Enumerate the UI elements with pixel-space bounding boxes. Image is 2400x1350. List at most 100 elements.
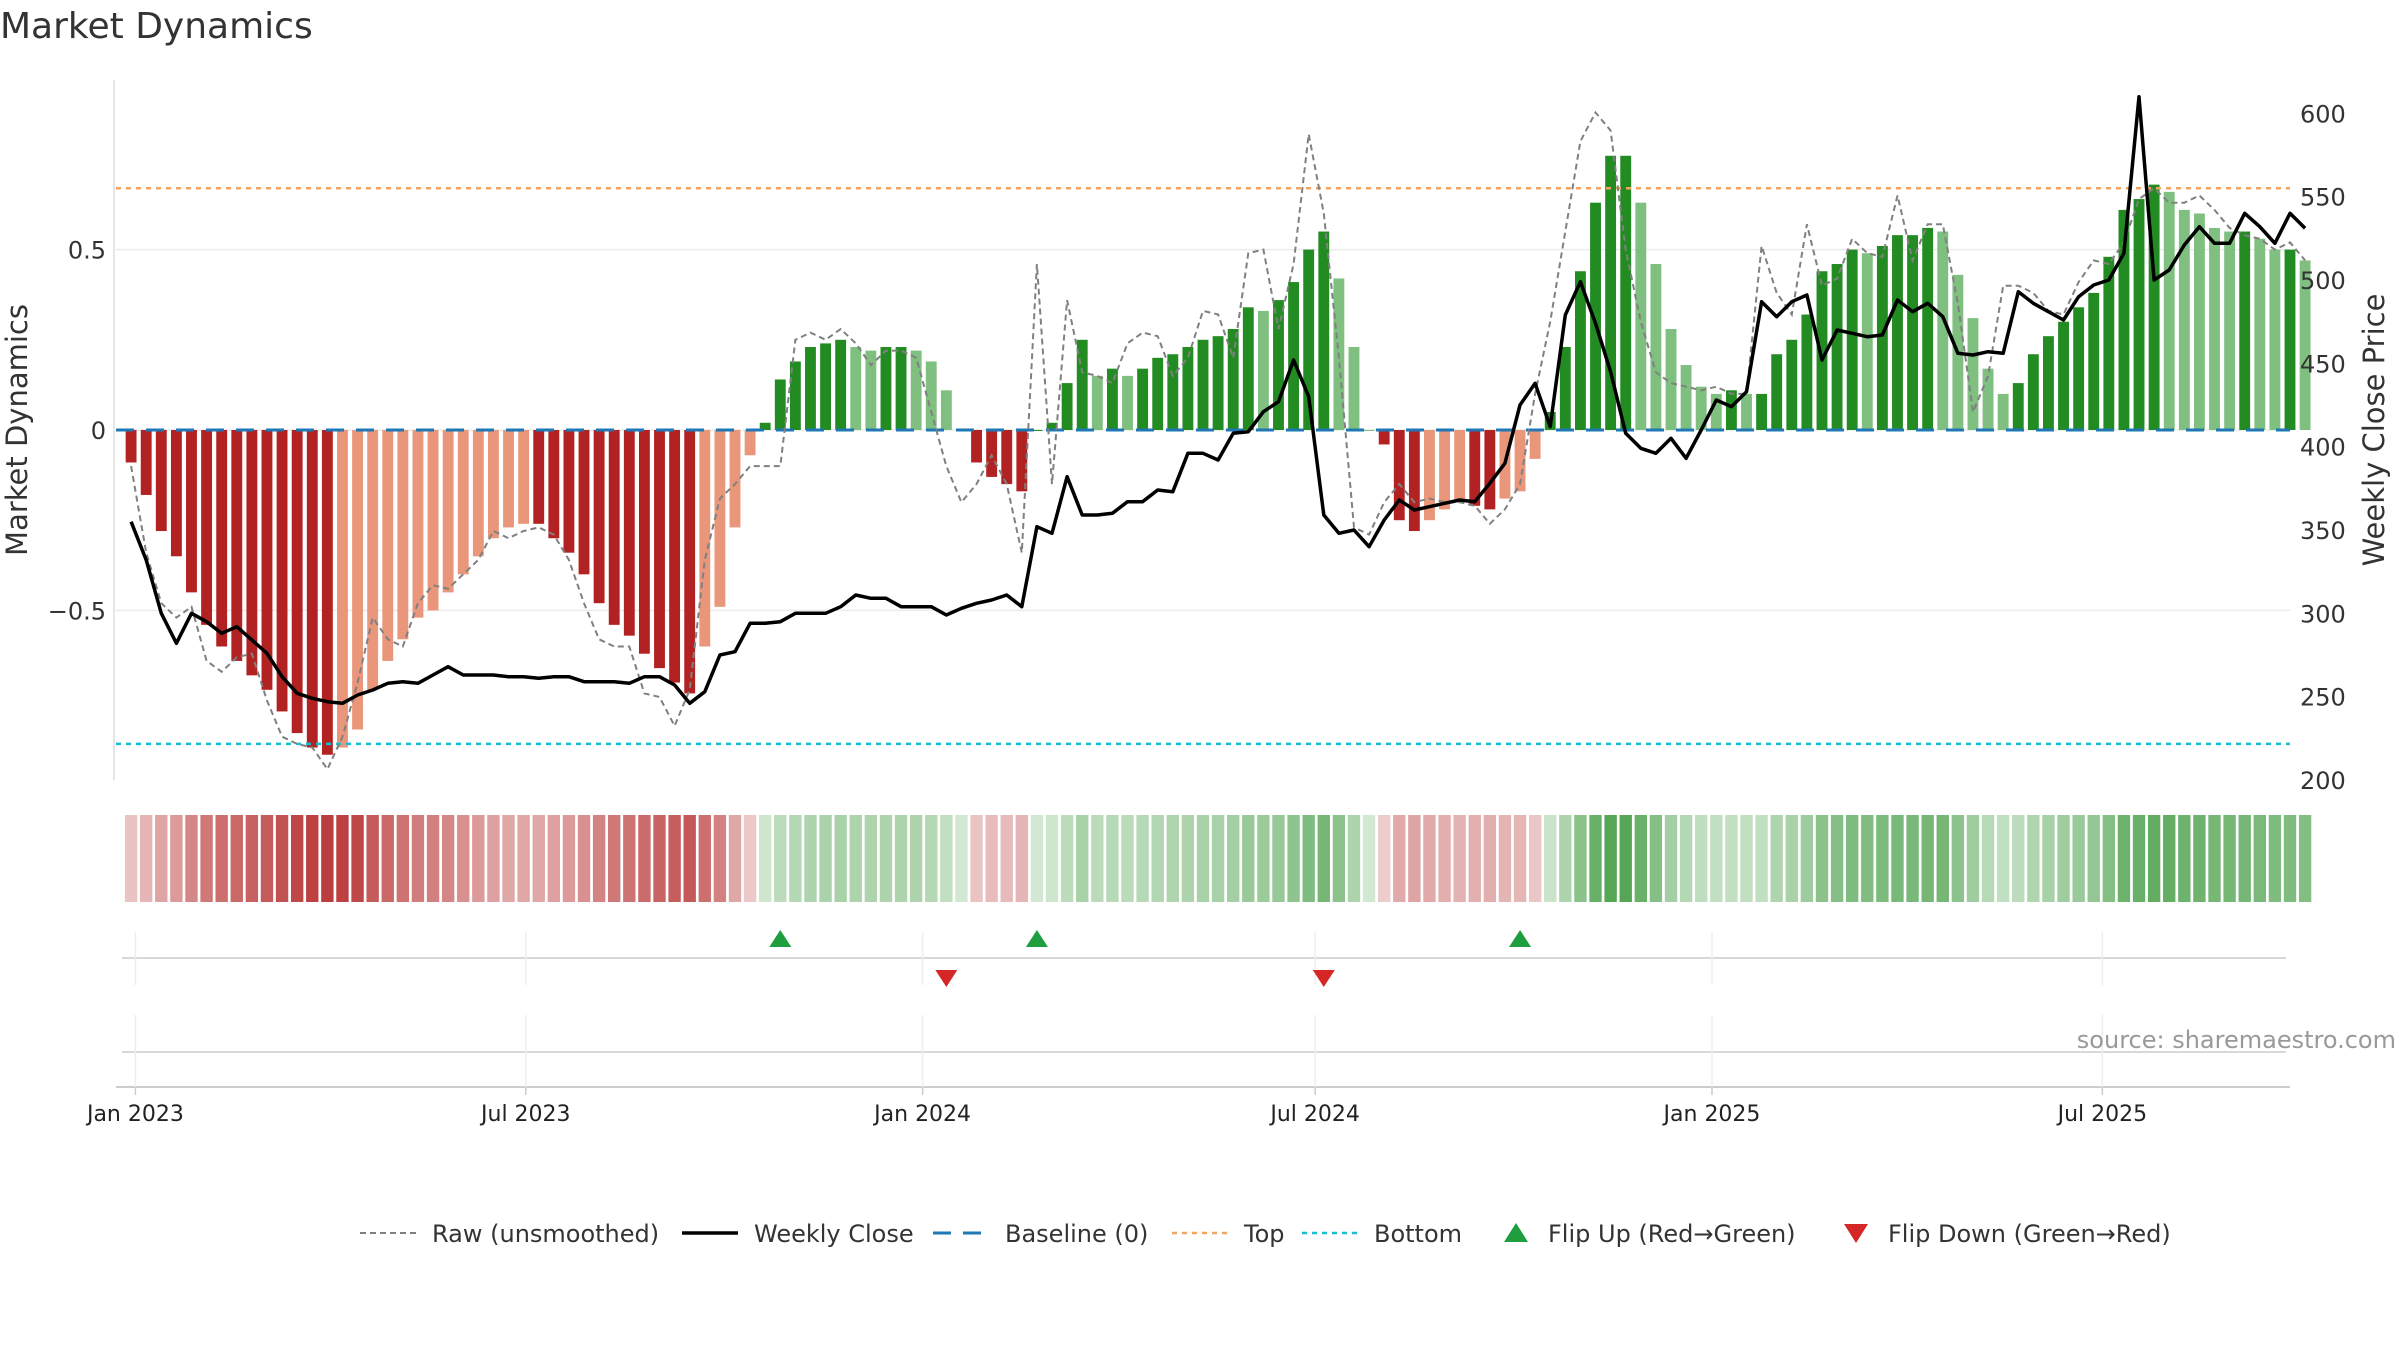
regime-cell (517, 815, 530, 902)
dynamics-bar (1016, 430, 1028, 492)
dynamics-bar (1212, 336, 1224, 430)
y2-tick-label: 200 (2300, 767, 2346, 795)
regime-cell (1513, 815, 1527, 902)
dynamics-bar (1393, 430, 1405, 521)
regime-cell (1181, 815, 1195, 902)
regime-cell (1468, 815, 1481, 902)
regime-cell (2087, 815, 2100, 902)
legend-flip-down-label: Flip Down (Green→Red) (1888, 1220, 2171, 1248)
dynamics-bar (1106, 368, 1118, 430)
regime-cell (804, 815, 817, 902)
dynamics-bar (1303, 249, 1315, 430)
legend-top-label: Top (1243, 1220, 1285, 1248)
legend-bottom-label: Bottom (1374, 1220, 1462, 1248)
regime-cell (608, 815, 621, 902)
dynamics-bar (2239, 231, 2251, 430)
legend-flip-up-swatch (1504, 1223, 1528, 1242)
dynamics-bar (1846, 249, 1858, 430)
dynamics-bar (1786, 339, 1798, 430)
x-tick-label: Jan 2024 (872, 1102, 971, 1127)
dynamics-bar (487, 430, 499, 539)
regime-cell (758, 815, 772, 902)
dynamics-bar (1650, 264, 1662, 430)
dynamics-bar (186, 430, 197, 593)
regime-cell (1815, 815, 1829, 902)
dynamics-bar (533, 430, 545, 524)
dynamics-bar (2103, 256, 2115, 430)
regime-cell (1861, 815, 1874, 902)
regime-cell (1317, 815, 1330, 902)
dynamics-bar (669, 430, 681, 683)
chart-title: Market Dynamics (0, 6, 313, 47)
dynamics-bar (789, 361, 801, 430)
dynamics-bar (1816, 271, 1828, 430)
flip-signal-panel (122, 930, 2286, 987)
regime-cell (1166, 815, 1179, 902)
regime-cell (1740, 815, 1753, 902)
y2-axis-label: Weekly Close Price (2357, 294, 2391, 567)
y-tick-label: 0 (91, 417, 106, 445)
dynamics-bar (1454, 430, 1466, 503)
dynamics-bar (1363, 430, 1375, 431)
regime-cell (774, 815, 787, 902)
regime-cell (623, 815, 636, 902)
y-tick-label: 0.5 (68, 237, 106, 265)
regime-cell (2178, 815, 2191, 902)
regime-cell (1679, 815, 1693, 902)
dynamics-bar (2088, 292, 2100, 430)
dynamics-bar (1876, 245, 1888, 430)
regime-cell (909, 815, 923, 902)
legend-raw-label: Raw (unsmoothed) (432, 1220, 659, 1248)
regime-cell (1000, 815, 1013, 902)
dynamics-bar (744, 430, 756, 456)
regime-cell (592, 815, 606, 902)
raw-unsmoothed-line (130, 110, 2306, 772)
dynamics-bar (1152, 357, 1164, 430)
regime-cell (411, 815, 425, 902)
reference-levels (116, 186, 2290, 746)
regime-cell (1921, 815, 1934, 902)
dynamics-bars (125, 155, 2311, 755)
dynamics-bar (1756, 393, 1768, 430)
regime-cell (2298, 815, 2312, 902)
dynamics-bar (578, 430, 590, 575)
dynamics-bar (1469, 430, 1481, 506)
flip-down-marker (935, 970, 958, 987)
regime-cell (1695, 815, 1708, 902)
regime-cell (2193, 815, 2206, 902)
regime-cell (1091, 815, 1104, 902)
y2-tick-label: 600 (2300, 100, 2346, 128)
dynamics-bar (1620, 155, 1632, 430)
regime-cell (819, 815, 832, 902)
legend-baseline-label: Baseline (0) (1005, 1220, 1148, 1248)
dynamics-bar (1635, 202, 1647, 430)
y2-tick-label: 550 (2300, 184, 2346, 212)
regime-cell (1755, 815, 1768, 902)
regime-cell (230, 815, 243, 902)
regime-cell (2072, 815, 2085, 902)
regime-cell (940, 815, 953, 902)
dynamics-bar (1348, 347, 1360, 430)
regime-cell (1725, 815, 1738, 902)
dynamics-bar (503, 430, 514, 528)
dynamics-bar (2012, 383, 2024, 430)
regime-cell (1121, 815, 1134, 902)
regime-cell (713, 815, 727, 902)
dynamics-bar (2118, 209, 2130, 430)
regime-cell (321, 815, 334, 902)
dynamics-bar (1122, 375, 1133, 430)
regime-cell (1408, 815, 1421, 902)
dynamics-bar (1665, 328, 1677, 430)
dynamics-bar (774, 379, 786, 430)
dynamics-bar (2178, 209, 2190, 430)
regime-cell (562, 815, 576, 902)
dynamics-bar (2284, 249, 2296, 430)
x-axis-ticks: Jan 2023 Jul 2023 Jan 2024 Jul 2024 Jan 2025… (85, 1087, 2147, 1127)
dynamics-bar (2027, 354, 2039, 430)
dynamics-bar (412, 430, 424, 618)
regime-cell (1604, 815, 1617, 902)
regime-cell (2283, 815, 2297, 902)
weekly-close-line (129, 94, 2307, 706)
source-note: source: sharemaestro.com (2077, 1026, 2396, 1054)
dynamics-bar (1937, 231, 1949, 430)
